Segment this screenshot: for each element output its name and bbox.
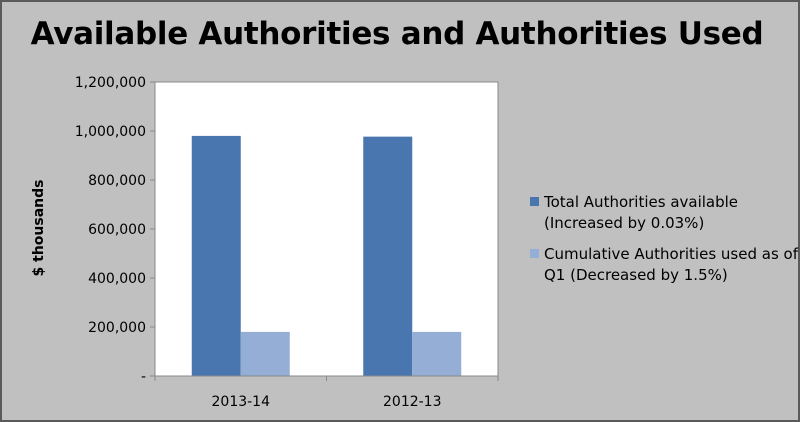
x-tick-label: 2012-13 [383,394,442,410]
legend-swatch [530,197,539,206]
y-axis: - 200,000 400,000 600,000 800,000 1,000,000 1,… [75,75,156,385]
y-tick-label: 600,000 [88,222,146,238]
legend: Total Authorities available (Increased b… [530,192,800,296]
legend-label: Cumulative Authorities used as of Q1 (De… [544,245,798,284]
y-tick-label: 1,200,000 [75,75,146,91]
x-axis: 2013-14 2012-13 [154,375,499,410]
legend-swatch [530,249,539,258]
y-tick-label: 400,000 [88,271,146,287]
y-axis-title: $ thousands [31,180,47,277]
chart-title: Available Authorities and Authorities Us… [30,16,764,52]
y-tick-label: - [141,369,146,385]
y-tick-label: 1,000,000 [75,124,146,140]
bar-2013-14-series-2 [240,331,290,376]
y-tick-label: 200,000 [88,320,146,336]
bar-2012-13-series-2 [412,331,462,376]
bar-2012-13-series-1 [363,136,413,376]
legend-item: Cumulative Authorities used as of Q1 (De… [530,244,800,286]
x-tick-label: 2013-14 [212,394,271,410]
legend-item: Total Authorities available (Increased b… [530,192,800,234]
bars-group [191,135,462,376]
legend-label: Total Authorities available (Increased b… [544,193,739,232]
bar-2013-14-series-1 [191,135,241,376]
y-tick-label: 800,000 [88,173,146,189]
